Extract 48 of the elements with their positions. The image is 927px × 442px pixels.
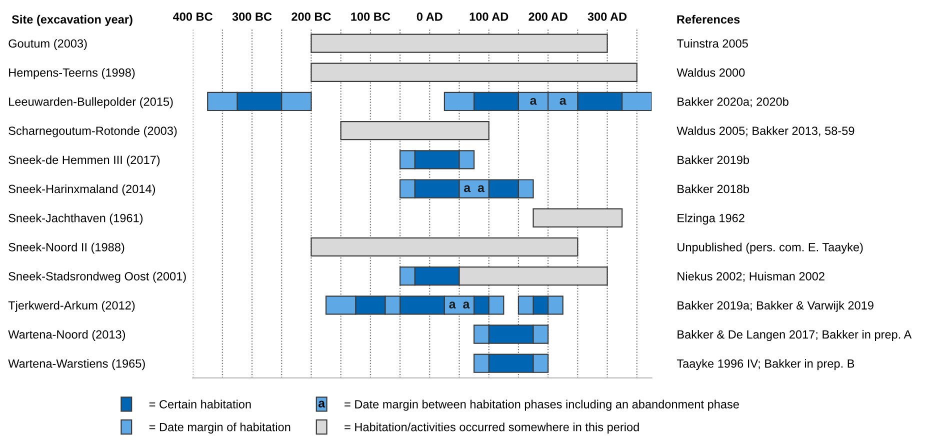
y-tick-label: Wartena-Warstiens (1965) (8, 359, 145, 370)
x-tick-label: 400 BC (172, 12, 213, 21)
bar (340, 121, 490, 140)
x-tick-label: 100 BC (351, 12, 390, 21)
data-label: a a (449, 302, 470, 309)
text: a (318, 400, 326, 408)
x-tick-label: 100 AD (470, 12, 508, 21)
y-tick-label: Hempens-Teerns (1998) (9, 68, 135, 80)
bar (532, 208, 623, 228)
y2-axis-title: References (677, 14, 740, 24)
y2-tick-label: Bakker 2019b (678, 155, 750, 164)
bar (310, 62, 638, 82)
y-axis-title: Site (excavation year) (12, 14, 132, 26)
bar (310, 237, 578, 257)
bar (310, 34, 608, 53)
y2-tick-label: Bakker 2018b (678, 184, 750, 194)
y-tick-label: Scharnegoutum-Rotonde (2003) (8, 126, 177, 138)
y2-tick-label: Waldus 2000 (676, 68, 745, 77)
y2-tick-label: Unpublished (pers. com. E. Taayke) (678, 242, 863, 254)
y-tick-label: Sneek-Jachthaven (1961) (8, 214, 143, 225)
data-label: a (530, 98, 537, 105)
x-tick-label: 0 AD (416, 12, 442, 21)
legend-label: = Date margin between habitation phases including an abandonment phase (344, 400, 739, 411)
y-tick-label: Leeuwarden-Bullepolder (2015) (9, 97, 173, 108)
x-tick-label: 200 AD (528, 12, 568, 21)
data-label: a a (464, 185, 485, 192)
y2-tick-label: Elzinga 1962 (678, 214, 744, 225)
y-tick-label: Sneek-Noord II (1988) (8, 242, 124, 254)
legend-label: = Certain habitation (149, 400, 251, 408)
y-tick-label: Goutum (2003) (8, 39, 87, 50)
y-tick-label: Sneek-de Hemmen III (2017) (8, 155, 160, 166)
y-tick-label: Sneek-Harinxmaland (2014) (8, 184, 156, 196)
y2-tick-label: Taayke 1996 IV; Bakker in prep. B (676, 359, 854, 370)
y2-tick-label: Niekus 2002; Huisman 2002 (678, 272, 824, 282)
y2-tick-label: Bakker & De Langen 2017; Bakker in prep. A (678, 330, 912, 341)
data-label: a (560, 98, 566, 105)
legend-label: = Date margin of habitation (149, 422, 290, 434)
y2-tick-label: Waldus 2005; Bakker 2013, 58-59 (676, 126, 854, 136)
y2-tick-label: Bakker 2019a; Bakker & Varwijk 2019 (678, 300, 874, 312)
x-tick-label: 300 BC (232, 12, 272, 21)
y2-tick-label: Bakker 2020a; 2020b (678, 97, 788, 108)
legend-label: = Habitation/activities occurred somewhere in this period (344, 422, 639, 434)
x-tick-label: 300 AD (588, 12, 627, 21)
y-tick-label: Wartena-Noord (2013) (8, 330, 126, 341)
y-tick-label: Tjerkwerd-Arkum (2012) (8, 300, 135, 312)
x-tick-label: 200 BC (292, 12, 331, 21)
y-tick-label: Sneek-Stadsrondweg Oost (2001) (8, 272, 186, 283)
y2-tick-label: Tuinstra 2005 (676, 39, 748, 48)
